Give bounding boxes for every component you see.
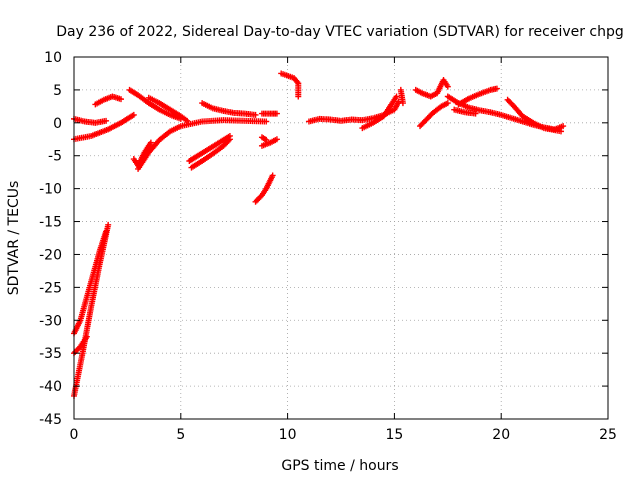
series-arc-n [252,172,276,205]
series-arc-u [397,86,406,107]
series-arc-a [71,115,110,126]
data-point [493,85,500,92]
grid [74,57,608,419]
y-tick-label: 5 [53,83,62,99]
plot-border [73,56,609,420]
data-point [472,110,479,117]
series-arc-aa [451,106,479,117]
series-arc-q [278,70,302,100]
series-arc-w [417,100,451,130]
x-tick-label: 20 [492,427,510,443]
x-tick-label: 5 [176,427,185,443]
series-arc-h [145,94,191,124]
data-point [147,139,154,146]
series-arc-g [126,86,184,122]
series-arc-z [504,96,565,135]
series-arc-d [71,228,110,337]
chart-title: Day 236 of 2022, Sidereal Day-to-day VTE… [56,24,624,40]
series-arc-v [412,77,451,100]
y-tick-label: -10 [39,182,62,198]
x-tick-label: 10 [279,427,297,443]
x-tick-label: 0 [70,427,79,443]
data-point [558,128,565,135]
data-point [269,172,276,179]
x-tick-label: 15 [385,427,403,443]
series-arc-m [199,100,259,118]
y-tick-label: 10 [44,50,62,66]
series-arc-j [135,117,270,172]
y-tick-label: -20 [39,247,62,263]
data-point [226,132,233,139]
series-arc-r [258,134,270,143]
data-point [399,100,406,107]
y-tick-label: -15 [39,215,62,231]
data-point [273,136,280,143]
data-point [444,83,451,90]
y-tick-label: -5 [48,149,62,165]
data-point [393,93,400,100]
y-tick-label: -35 [39,346,62,362]
x-axis-label: GPS time / hours [281,458,398,474]
series-arc-l [186,132,233,164]
x-tick-label: 25 [599,427,617,443]
series-arc-s [305,98,402,125]
y-tick-label: -45 [39,412,62,428]
data-point [105,221,112,228]
series-arc-f [92,93,124,108]
series-arc-o [258,136,280,149]
data-point [130,111,137,118]
data-point [273,110,280,117]
y-axis-label: SDTVAR / TECUs [6,181,22,296]
y-tick-label: -30 [39,313,62,329]
data-point [103,228,110,235]
y-tick-label: 0 [53,116,62,132]
data-point [252,111,259,118]
series-arc-y [455,85,500,108]
series-arc-c [71,221,112,399]
data-point [444,100,451,107]
series-arc-t [359,93,400,132]
data-point [83,333,90,340]
data-point [117,96,124,103]
data-point [295,93,302,100]
data-marks [71,70,567,399]
axis-ticks: 0 5 10 15 20 25 10 5 0 -5 -10 -15 -20 -25 -30 -35 -40 -45 [39,50,617,443]
data-point [263,118,270,125]
data-point [263,136,270,143]
series-arc-k [188,136,233,171]
series-arc-p [258,110,280,117]
series-arc-b [71,111,137,143]
y-tick-label: -25 [39,280,62,296]
data-point [103,117,110,124]
data-point [560,123,567,130]
y-tick-label: -40 [39,379,62,395]
